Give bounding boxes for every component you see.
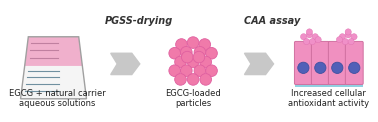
Circle shape [200, 56, 212, 68]
Circle shape [315, 37, 321, 43]
Circle shape [181, 65, 192, 76]
Text: EGCG-loaded
particles: EGCG-loaded particles [165, 89, 221, 108]
Circle shape [181, 51, 193, 63]
Circle shape [206, 47, 217, 59]
Text: EGCG + natural carrier
aqueous solutions: EGCG + natural carrier aqueous solutions [9, 89, 106, 108]
FancyBboxPatch shape [328, 41, 346, 84]
Circle shape [193, 51, 205, 63]
Circle shape [332, 62, 343, 73]
Circle shape [349, 62, 360, 73]
Text: Increased cellular
antioxidant activity: Increased cellular antioxidant activity [288, 89, 369, 108]
Text: CAA assay: CAA assay [245, 16, 301, 26]
Circle shape [339, 34, 345, 40]
Circle shape [298, 62, 309, 73]
Circle shape [301, 34, 307, 40]
Circle shape [336, 37, 342, 43]
Circle shape [345, 32, 351, 38]
Circle shape [169, 47, 181, 59]
Circle shape [176, 39, 187, 50]
Text: PGSS-drying: PGSS-drying [105, 16, 173, 26]
Circle shape [312, 34, 318, 40]
Circle shape [181, 46, 192, 58]
Circle shape [306, 29, 313, 35]
FancyBboxPatch shape [345, 41, 363, 84]
Circle shape [309, 39, 315, 45]
Circle shape [187, 56, 199, 68]
Circle shape [169, 65, 181, 76]
Circle shape [194, 46, 206, 58]
Circle shape [315, 62, 326, 73]
Circle shape [345, 29, 351, 35]
Polygon shape [245, 53, 274, 75]
Circle shape [306, 32, 313, 38]
Circle shape [348, 39, 354, 45]
Circle shape [304, 39, 310, 45]
Circle shape [199, 39, 211, 50]
FancyBboxPatch shape [311, 41, 329, 84]
Circle shape [175, 56, 186, 68]
Circle shape [187, 74, 199, 85]
Circle shape [194, 65, 206, 76]
FancyBboxPatch shape [294, 41, 312, 84]
Circle shape [342, 39, 349, 45]
Polygon shape [20, 37, 87, 99]
Polygon shape [111, 53, 140, 75]
Circle shape [351, 34, 357, 40]
Circle shape [175, 74, 186, 85]
Polygon shape [25, 37, 82, 66]
Circle shape [200, 74, 212, 85]
Circle shape [206, 65, 217, 76]
Bar [294, 83, 363, 87]
Circle shape [187, 37, 199, 48]
